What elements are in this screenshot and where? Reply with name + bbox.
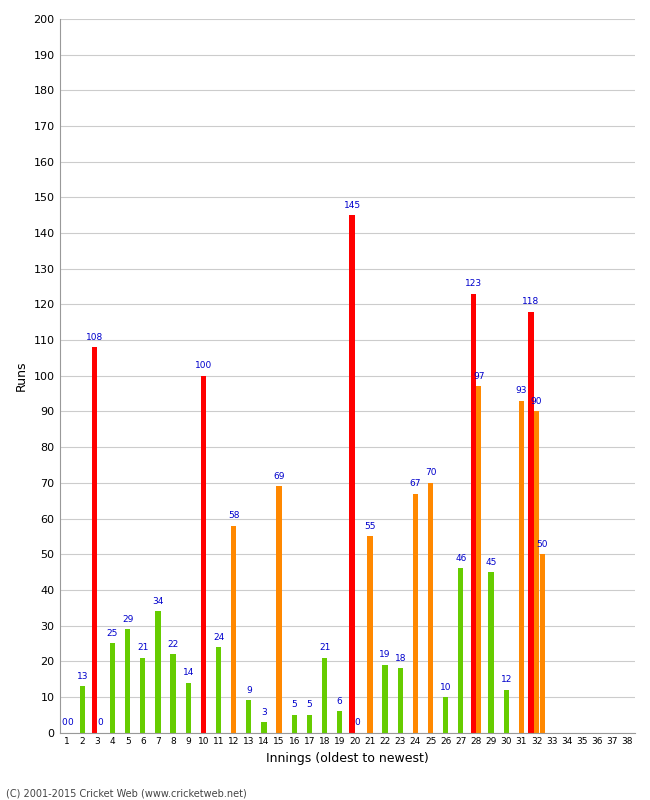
Bar xyxy=(276,486,281,733)
Text: 0: 0 xyxy=(67,718,73,727)
Bar xyxy=(292,714,297,733)
Bar xyxy=(186,682,191,733)
Text: 45: 45 xyxy=(486,558,497,566)
Bar xyxy=(140,658,146,733)
Text: 3: 3 xyxy=(261,707,267,717)
Text: 100: 100 xyxy=(195,362,212,370)
Text: 58: 58 xyxy=(228,511,239,520)
Text: 55: 55 xyxy=(364,522,376,531)
Bar xyxy=(398,668,403,733)
Text: 21: 21 xyxy=(319,643,330,652)
X-axis label: Innings (oldest to newest): Innings (oldest to newest) xyxy=(266,752,428,765)
Bar xyxy=(534,411,540,733)
Bar xyxy=(246,701,252,733)
Text: 46: 46 xyxy=(455,554,467,563)
Bar xyxy=(231,526,237,733)
Text: 5: 5 xyxy=(291,700,297,710)
Text: 69: 69 xyxy=(274,472,285,481)
Bar xyxy=(110,643,115,733)
Bar xyxy=(458,569,463,733)
Text: 90: 90 xyxy=(531,397,542,406)
Text: 21: 21 xyxy=(137,643,148,652)
Text: 18: 18 xyxy=(395,654,406,663)
Text: 24: 24 xyxy=(213,633,224,642)
Bar xyxy=(79,686,85,733)
Text: 12: 12 xyxy=(500,675,512,685)
Text: 93: 93 xyxy=(515,386,527,395)
Bar xyxy=(489,572,494,733)
Text: 6: 6 xyxy=(337,697,343,706)
Bar xyxy=(92,347,98,733)
Bar xyxy=(428,483,433,733)
Bar xyxy=(382,665,388,733)
Text: 118: 118 xyxy=(523,298,540,306)
Bar xyxy=(540,554,545,733)
Text: 29: 29 xyxy=(122,614,133,624)
Text: 145: 145 xyxy=(343,201,361,210)
Text: 5: 5 xyxy=(307,700,312,710)
Bar xyxy=(528,311,534,733)
Text: 34: 34 xyxy=(152,597,164,606)
Text: 22: 22 xyxy=(168,640,179,649)
Bar xyxy=(413,494,418,733)
Bar xyxy=(471,294,476,733)
Bar xyxy=(170,654,176,733)
Y-axis label: Runs: Runs xyxy=(15,361,28,391)
Text: 13: 13 xyxy=(77,672,88,681)
Text: 108: 108 xyxy=(86,333,103,342)
Bar xyxy=(201,376,206,733)
Bar xyxy=(125,629,131,733)
Text: 19: 19 xyxy=(380,650,391,659)
Text: 14: 14 xyxy=(183,668,194,678)
Bar xyxy=(367,536,372,733)
Text: 0: 0 xyxy=(98,718,103,727)
Bar xyxy=(476,386,482,733)
Text: (C) 2001-2015 Cricket Web (www.cricketweb.net): (C) 2001-2015 Cricket Web (www.cricketwe… xyxy=(6,788,247,798)
Bar xyxy=(322,658,327,733)
Text: 10: 10 xyxy=(440,682,452,691)
Bar xyxy=(155,611,161,733)
Text: 67: 67 xyxy=(410,479,421,488)
Bar xyxy=(261,722,266,733)
Text: 0: 0 xyxy=(62,718,67,727)
Bar xyxy=(307,714,312,733)
Text: 0: 0 xyxy=(355,718,361,727)
Text: 70: 70 xyxy=(425,469,436,478)
Text: 50: 50 xyxy=(536,540,548,549)
Bar xyxy=(519,401,524,733)
Text: 25: 25 xyxy=(107,629,118,638)
Text: 97: 97 xyxy=(473,372,484,381)
Text: 123: 123 xyxy=(465,279,482,288)
Bar xyxy=(504,690,509,733)
Bar xyxy=(443,697,448,733)
Bar xyxy=(350,215,355,733)
Bar xyxy=(216,647,221,733)
Text: 9: 9 xyxy=(246,686,252,695)
Bar xyxy=(337,711,343,733)
